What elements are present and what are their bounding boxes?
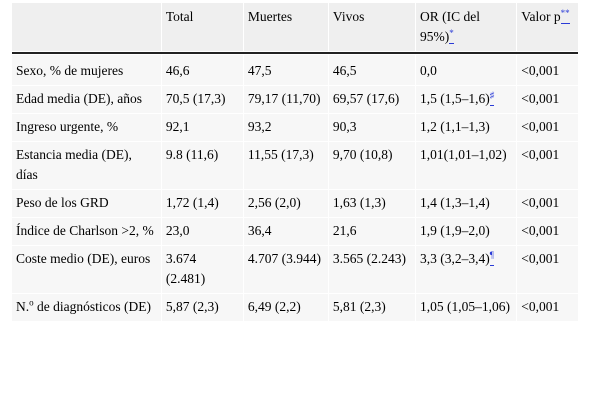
cell-vivos: 5,81 (2,3) — [328, 294, 415, 321]
cell-vivos: 21,6 — [328, 218, 415, 245]
cell-p: <0,001 — [517, 190, 578, 217]
row-label: Edad media (DE), años — [12, 86, 161, 113]
cell-p: <0,001 — [517, 55, 578, 85]
row-label: Sexo, % de mujeres — [12, 55, 161, 85]
header-p: Valor p** — [517, 3, 578, 51]
cell-muertes: 11,55 (17,3) — [243, 142, 328, 189]
cell-or: 1,9 (1,9–2,0) — [415, 218, 517, 245]
table-row: Sexo, % de mujeres 46,6 47,5 46,5 0,0 <0… — [12, 55, 578, 85]
cell-or: 1,5 (1,5–1,6)♯ — [415, 86, 517, 113]
header-empty — [12, 3, 161, 51]
table-row: Estancia media (DE), días 9.8 (11,6) 11,… — [12, 142, 578, 189]
table-row: Edad media (DE), años 70,5 (17,3) 79,17 … — [12, 86, 578, 113]
cell-muertes: 47,5 — [243, 55, 328, 85]
footnote-link-or[interactable]: * — [449, 27, 454, 38]
cell-or: 1,4 (1,3–1,4) — [415, 190, 517, 217]
cell-or: 0,0 — [415, 55, 517, 85]
row-label: Peso de los GRD — [12, 190, 161, 217]
cell-total: 70,5 (17,3) — [161, 86, 243, 113]
table-header: Total Muertes Vivos OR (IC del 95%)* Val… — [12, 3, 578, 54]
cell-total: 23,0 — [161, 218, 243, 245]
cell-vivos: 46,5 — [328, 55, 415, 85]
cell-total: 46,6 — [161, 55, 243, 85]
header-or: OR (IC del 95%)* — [415, 3, 517, 51]
cell-muertes: 79,17 (11,70) — [243, 86, 328, 113]
cell-p: <0,001 — [517, 86, 578, 113]
row-label: Ingreso urgente, % — [12, 114, 161, 141]
table-row: Peso de los GRD 1,72 (1,4) 2,56 (2,0) 1,… — [12, 190, 578, 217]
row-label: Estancia media (DE), días — [12, 142, 161, 189]
cell-p: <0,001 — [517, 114, 578, 141]
cell-vivos: 9,70 (10,8) — [328, 142, 415, 189]
table-row: Coste medio (DE), euros 3.674 (2.481) 4.… — [12, 246, 578, 293]
header-total: Total — [161, 3, 243, 51]
cell-p: <0,001 — [517, 218, 578, 245]
cell-vivos: 3.565 (2.243) — [328, 246, 415, 293]
cell-muertes: 4.707 (3.944) — [243, 246, 328, 293]
header-muertes: Muertes — [243, 3, 328, 51]
cell-or: 3,3 (3,2–3,4)¶ — [415, 246, 517, 293]
cell-total: 9.8 (11,6) — [161, 142, 243, 189]
cell-p: <0,001 — [517, 246, 578, 293]
cell-or: 1,2 (1,1–1,3) — [415, 114, 517, 141]
cell-vivos: 90,3 — [328, 114, 415, 141]
row-label: Índice de Charlson >2, % — [12, 218, 161, 245]
table-row: N.o de diagnósticos (DE) 5,87 (2,3) 6,49… — [12, 294, 578, 321]
row-label: N.o de diagnósticos (DE) — [12, 294, 161, 321]
cell-or: 1,05 (1,05–1,06) — [415, 294, 517, 321]
cell-vivos: 69,57 (17,6) — [328, 86, 415, 113]
cell-vivos: 1,63 (1,3) — [328, 190, 415, 217]
cell-total: 92,1 — [161, 114, 243, 141]
table-row: Ingreso urgente, % 92,1 93,2 90,3 1,2 (1… — [12, 114, 578, 141]
header-vivos: Vivos — [328, 3, 415, 51]
cell-muertes: 36,4 — [243, 218, 328, 245]
cell-muertes: 2,56 (2,0) — [243, 190, 328, 217]
row-label: Coste medio (DE), euros — [12, 246, 161, 293]
cell-or: 1,01(1,01–1,02) — [415, 142, 517, 189]
cell-total: 1,72 (1,4) — [161, 190, 243, 217]
cell-muertes: 93,2 — [243, 114, 328, 141]
footnote-link[interactable]: ♯ — [489, 89, 495, 100]
cell-total: 5,87 (2,3) — [161, 294, 243, 321]
header-separator — [12, 52, 578, 54]
cell-p: <0,001 — [517, 294, 578, 321]
cell-p: <0,001 — [517, 142, 578, 189]
data-table: Total Muertes Vivos OR (IC del 95%)* Val… — [11, 2, 579, 322]
footnote-link-p[interactable]: ** — [560, 7, 570, 18]
footnote-link[interactable]: ¶ — [489, 249, 494, 260]
cell-muertes: 6,49 (2,2) — [243, 294, 328, 321]
cell-total: 3.674 (2.481) — [161, 246, 243, 293]
table-row: Índice de Charlson >2, % 23,0 36,4 21,6 … — [12, 218, 578, 245]
